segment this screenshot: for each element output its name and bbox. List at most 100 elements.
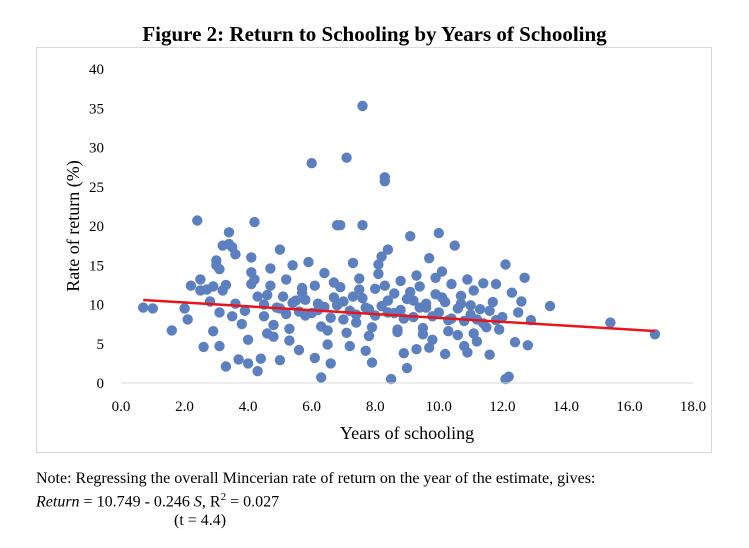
data-point bbox=[544, 300, 556, 312]
data-point bbox=[354, 273, 365, 284]
data-point bbox=[182, 314, 193, 325]
x-tick-label: 12.0 bbox=[489, 399, 515, 415]
data-point bbox=[347, 291, 359, 302]
data-point bbox=[494, 324, 505, 335]
data-point bbox=[249, 216, 260, 228]
data-point bbox=[605, 317, 616, 328]
data-point bbox=[357, 293, 368, 304]
data-point bbox=[401, 362, 413, 374]
regression-equation: Return = 10.749 - 0.246 S, R2 = 0.027 bbox=[36, 488, 595, 511]
data-point bbox=[223, 227, 235, 238]
data-point bbox=[484, 349, 495, 360]
y-tick-label: 35 bbox=[89, 101, 104, 117]
data-point bbox=[363, 304, 375, 315]
data-point bbox=[376, 251, 387, 262]
data-point bbox=[474, 304, 486, 315]
y-tick-label: 10 bbox=[89, 298, 104, 314]
data-point bbox=[513, 307, 524, 318]
y-tick-label: 5 bbox=[97, 337, 105, 353]
data-point bbox=[405, 231, 416, 242]
data-point bbox=[281, 274, 292, 285]
data-point bbox=[360, 345, 371, 356]
data-point bbox=[185, 280, 197, 291]
data-point bbox=[287, 297, 298, 309]
data-point bbox=[462, 274, 473, 285]
data-point bbox=[319, 301, 330, 313]
data-point bbox=[382, 244, 394, 255]
data-point bbox=[363, 330, 375, 342]
data-point bbox=[357, 100, 368, 112]
data-point bbox=[242, 358, 254, 369]
data-point bbox=[214, 264, 225, 275]
y-tick-label: 30 bbox=[89, 141, 104, 157]
data-point bbox=[220, 279, 232, 291]
data-point bbox=[220, 361, 232, 372]
data-point bbox=[338, 296, 349, 307]
data-point bbox=[411, 270, 422, 281]
data-point bbox=[366, 322, 378, 333]
data-point bbox=[452, 329, 463, 341]
data-point bbox=[309, 352, 320, 364]
data-point bbox=[471, 336, 483, 347]
equation-coefficients: = 10.749 - 0.246 bbox=[79, 493, 194, 511]
data-point bbox=[249, 274, 260, 285]
data-point bbox=[443, 326, 454, 337]
data-point bbox=[138, 302, 149, 313]
data-point bbox=[503, 371, 514, 382]
data-point bbox=[459, 315, 470, 327]
data-point bbox=[424, 253, 435, 264]
data-point bbox=[281, 308, 292, 320]
data-point bbox=[208, 326, 219, 337]
data-point bbox=[328, 292, 340, 303]
equation-r-squared: , R bbox=[201, 493, 221, 511]
data-point bbox=[439, 296, 451, 308]
data-point bbox=[192, 215, 203, 226]
data-point bbox=[262, 289, 273, 301]
data-point bbox=[208, 281, 219, 292]
data-point bbox=[268, 319, 279, 331]
data-point bbox=[411, 344, 422, 355]
data-point bbox=[166, 325, 177, 336]
data-point bbox=[252, 366, 263, 377]
data-point bbox=[430, 272, 441, 283]
data-point bbox=[452, 303, 463, 314]
x-axis-label: Years of schooling bbox=[340, 423, 474, 443]
data-point bbox=[519, 272, 530, 283]
data-point bbox=[347, 257, 359, 269]
data-point bbox=[335, 220, 346, 231]
equation-s-var: S bbox=[193, 493, 202, 511]
data-point bbox=[306, 158, 317, 169]
trend-line bbox=[143, 298, 655, 333]
data-point bbox=[198, 341, 209, 353]
data-point bbox=[214, 340, 225, 352]
y-tick-label: 15 bbox=[89, 258, 104, 274]
y-tick-label: 25 bbox=[89, 180, 104, 196]
data-point bbox=[287, 260, 298, 271]
data-point bbox=[227, 311, 238, 322]
data-point bbox=[230, 298, 241, 309]
data-point bbox=[341, 152, 352, 163]
data-point bbox=[268, 331, 279, 342]
x-tick-label: 2.0 bbox=[175, 399, 194, 415]
data-point bbox=[179, 303, 190, 314]
data-point bbox=[414, 281, 425, 292]
data-point bbox=[385, 373, 397, 385]
x-tick-label: 16.0 bbox=[616, 399, 642, 415]
data-point bbox=[265, 263, 276, 274]
data-point bbox=[344, 340, 355, 352]
data-point bbox=[328, 277, 340, 288]
note-text: Note: Regressing the overall Mincerian r… bbox=[36, 470, 596, 487]
data-point bbox=[255, 353, 266, 364]
data-point bbox=[195, 274, 206, 285]
data-point bbox=[395, 275, 406, 287]
data-point bbox=[389, 288, 400, 299]
data-point bbox=[325, 312, 336, 323]
data-point bbox=[436, 266, 448, 277]
regression-note: Note: Regressing the overall Mincerian r… bbox=[36, 469, 595, 530]
data-point bbox=[373, 259, 384, 270]
data-point bbox=[274, 244, 286, 255]
data-point bbox=[246, 252, 257, 263]
data-point bbox=[354, 284, 365, 295]
data-point bbox=[147, 303, 158, 314]
